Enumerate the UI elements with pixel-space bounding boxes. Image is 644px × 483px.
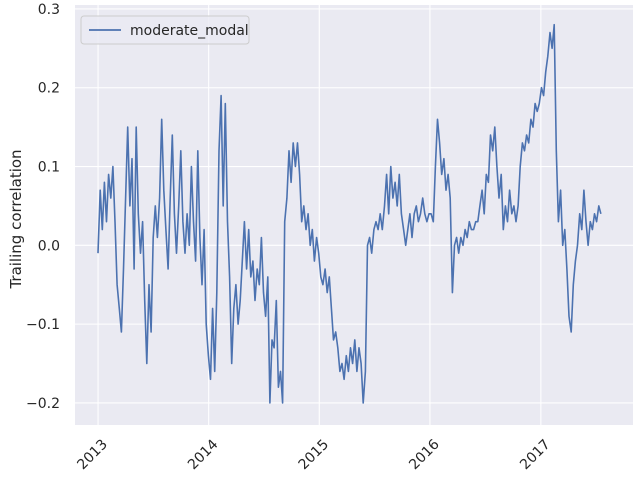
y-tick-label: 0.2 — [38, 81, 60, 97]
y-tick-label: 0.3 — [38, 2, 60, 18]
y-tick-label: −0.2 — [26, 396, 60, 412]
legend: moderate_modal — [80, 15, 250, 45]
legend-box — [80, 15, 250, 45]
series-line-moderate_modal — [97, 23, 602, 404]
y-tick-label: 0.0 — [38, 238, 60, 254]
series-group — [97, 23, 602, 404]
legend-label: moderate_modal — [130, 23, 249, 39]
y-axis-title: Trailing correlation — [7, 149, 25, 289]
y-tick-label: 0.1 — [38, 160, 60, 176]
y-tick-label: −0.1 — [26, 317, 60, 333]
